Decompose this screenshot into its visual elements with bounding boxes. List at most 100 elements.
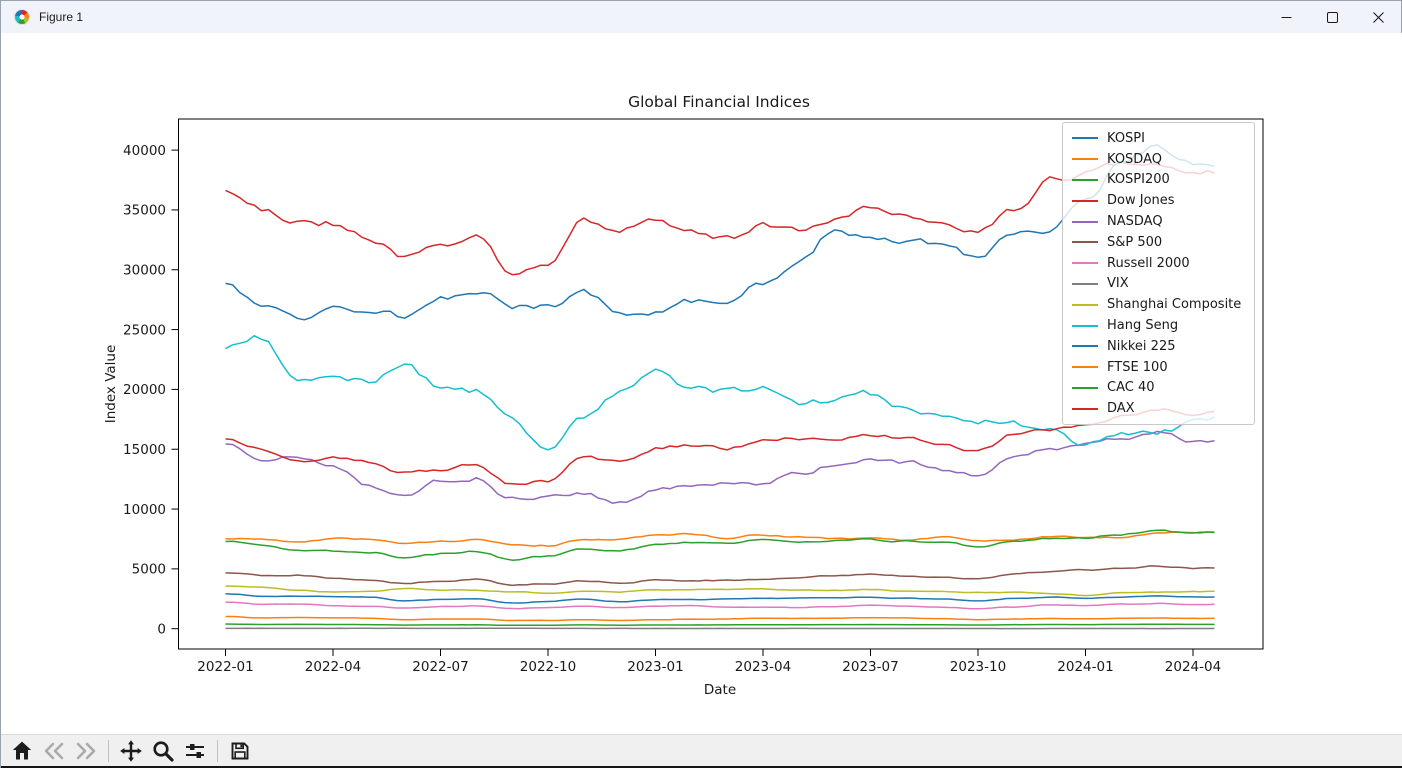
- legend-item-ftse-100: FTSE 100: [1072, 357, 1245, 378]
- legend-line-swatch: [1072, 178, 1098, 181]
- legend-line-swatch: [1072, 262, 1098, 265]
- close-icon: [1372, 11, 1384, 23]
- legend-item-dax: DAX: [1072, 398, 1245, 419]
- back-button[interactable]: [39, 737, 69, 765]
- legend-line-swatch: [1072, 158, 1098, 161]
- y-axis-label: Index Value: [103, 345, 119, 424]
- zoom-icon: [153, 740, 174, 762]
- navigation-toolbar: [1, 734, 1402, 766]
- legend-line-swatch: [1072, 345, 1098, 348]
- legend-item-nikkei-225: Nikkei 225: [1072, 336, 1245, 357]
- y-tick-label: 15000: [123, 442, 166, 458]
- legend-item-hang-seng: Hang Seng: [1072, 315, 1245, 336]
- close-button[interactable]: [1355, 1, 1401, 33]
- series-line-ftse-100: [225, 531, 1215, 547]
- pan-button[interactable]: [116, 737, 146, 765]
- y-tick-label: 30000: [123, 263, 166, 279]
- x-tick-label: 2022-07: [412, 659, 468, 675]
- legend-label: Russell 2000: [1107, 255, 1190, 271]
- legend-label: S&P 500: [1107, 234, 1163, 250]
- legend-label: Dow Jones: [1107, 193, 1175, 209]
- x-tick-label: 2023-01: [627, 659, 683, 675]
- home-button[interactable]: [7, 737, 37, 765]
- legend-label: KOSDAQ: [1107, 151, 1162, 167]
- legend-label: VIX: [1107, 276, 1129, 292]
- y-tick-label: 10000: [123, 502, 166, 518]
- forward-icon: [76, 742, 96, 759]
- legend-line-swatch: [1072, 220, 1098, 223]
- series-line-kospi200: [225, 623, 1215, 627]
- series-line-russell-2000: [225, 601, 1215, 610]
- taskbar-edge: [1, 766, 1402, 768]
- legend-item-kosdaq: KOSDAQ: [1072, 149, 1245, 170]
- legend-line-swatch: [1072, 241, 1098, 244]
- window-title: Figure 1: [39, 10, 84, 24]
- pan-icon: [120, 739, 142, 762]
- series-line-cac-40: [225, 529, 1215, 561]
- configure-subplots-icon: [186, 743, 204, 758]
- figure-canvas: Global Financial Indices Date Index Valu…: [1, 33, 1402, 734]
- legend-line-swatch: [1072, 303, 1098, 306]
- maximize-icon: [1326, 11, 1338, 23]
- x-axis-label: Date: [704, 682, 736, 698]
- y-tick-label: 0: [157, 622, 166, 638]
- legend-label: CAC 40: [1107, 380, 1155, 396]
- x-tick-label: 2024-04: [1165, 659, 1221, 675]
- plot-border: [178, 118, 1264, 650]
- x-tick-label: 2024-01: [1057, 659, 1113, 675]
- legend-line-swatch: [1072, 386, 1098, 389]
- titlebar[interactable]: Figure 1: [1, 1, 1401, 33]
- y-tick-label: 40000: [123, 143, 166, 159]
- toolbar-separator: [108, 739, 109, 762]
- legend-item-kospi: KOSPI: [1072, 128, 1245, 149]
- configure-subplots-button[interactable]: [180, 737, 210, 765]
- legend-label: KOSPI: [1107, 130, 1145, 146]
- zoom-button[interactable]: [148, 737, 178, 765]
- series-line-hang-seng: [225, 334, 1215, 451]
- y-tick-label: 35000: [123, 203, 166, 219]
- legend-line-swatch: [1072, 366, 1098, 369]
- legend-label: DAX: [1107, 401, 1135, 417]
- legend-label: Nikkei 225: [1107, 338, 1176, 354]
- legend-item-dow-jones: Dow Jones: [1072, 190, 1245, 211]
- series-line-dow-jones: [225, 161, 1215, 276]
- series-line-dax: [225, 408, 1215, 486]
- legend-label: NASDAQ: [1107, 214, 1163, 230]
- legend-item-shanghai-composite: Shanghai Composite: [1072, 294, 1245, 315]
- legend-label: FTSE 100: [1107, 359, 1168, 375]
- minimize-icon: [1281, 16, 1291, 18]
- maximize-button[interactable]: [1309, 1, 1355, 33]
- y-tick-label: 5000: [132, 562, 166, 578]
- legend-item-cac-40: CAC 40: [1072, 378, 1245, 399]
- legend-item-kospi200: KOSPI200: [1072, 170, 1245, 191]
- legend-item-s-p-500: S&P 500: [1072, 232, 1245, 253]
- minimize-button[interactable]: [1263, 1, 1309, 33]
- series-line-shanghai-composite: [225, 585, 1215, 597]
- series-line-kosdaq: [225, 615, 1215, 622]
- save-icon: [231, 742, 249, 759]
- legend-item-nasdaq: NASDAQ: [1072, 211, 1245, 232]
- legend-line-swatch: [1072, 324, 1098, 327]
- series-line-kospi: [225, 592, 1215, 604]
- legend-line-swatch: [1072, 137, 1098, 140]
- legend-line-swatch: [1072, 199, 1098, 202]
- y-tick-label: 25000: [123, 322, 166, 338]
- save-button[interactable]: [225, 737, 255, 765]
- back-icon: [44, 742, 64, 759]
- legend-label: Shanghai Composite: [1107, 297, 1242, 313]
- series-line-s-p-500: [225, 565, 1215, 587]
- chart: Global Financial Indices Date Index Valu…: [103, 93, 1264, 698]
- y-tick-label: 20000: [123, 382, 166, 398]
- legend-item-vix: VIX: [1072, 274, 1245, 295]
- legend-label: Hang Seng: [1107, 318, 1179, 334]
- x-tick-label: 2023-07: [842, 659, 898, 675]
- x-tick-label: 2022-04: [305, 659, 361, 675]
- toolbar-separator: [217, 739, 218, 762]
- chart-title: Global Financial Indices: [628, 93, 810, 111]
- x-tick-label: 2022-01: [197, 659, 253, 675]
- legend-line-swatch: [1072, 282, 1098, 285]
- forward-button[interactable]: [71, 737, 101, 765]
- x-tick-label: 2022-10: [520, 659, 576, 675]
- legend: KOSPI KOSDAQ KOSPI200 Dow Jones NASDAQ S&P 50…: [1062, 122, 1255, 426]
